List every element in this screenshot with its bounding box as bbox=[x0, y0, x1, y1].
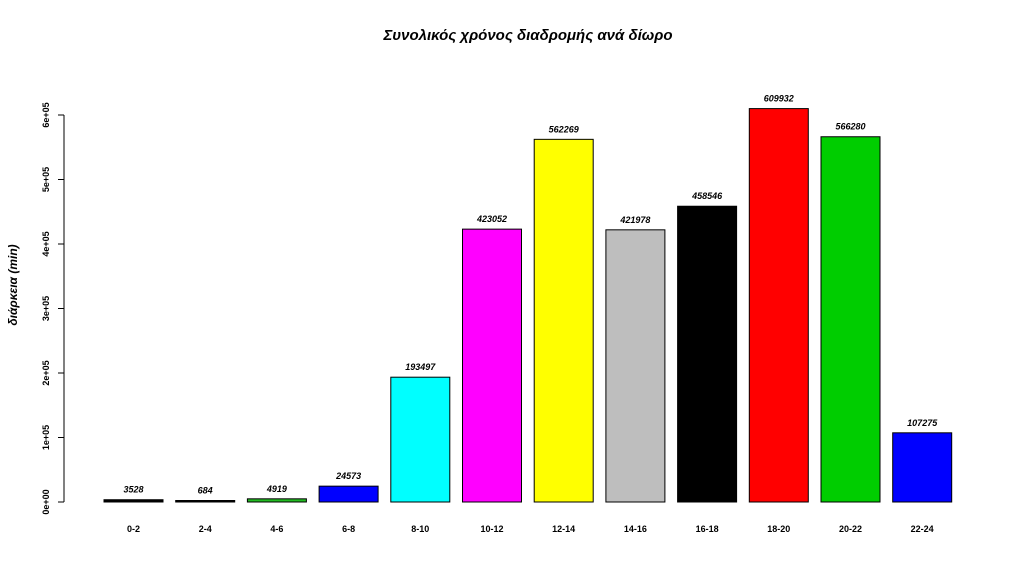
data-label: 562269 bbox=[549, 124, 579, 134]
bars-group bbox=[103, 108, 953, 503]
data-label: 3528 bbox=[123, 485, 143, 495]
y-tick-label: 2e+05 bbox=[41, 360, 51, 385]
bar-0-2 bbox=[103, 499, 164, 503]
bar-20-22 bbox=[820, 136, 881, 503]
y-tick-label: 4e+05 bbox=[41, 231, 51, 256]
bar-14-16 bbox=[605, 229, 666, 503]
bar-22-24 bbox=[892, 432, 953, 503]
x-tick-labels-group: 0-2 2-4 4-6 6-8 8-10 10-12 12-14 14-16 16-18 18-2… bbox=[127, 524, 934, 534]
data-label: 24573 bbox=[335, 471, 361, 481]
bar-4-6 bbox=[246, 498, 307, 503]
x-tick-label: 16-18 bbox=[696, 524, 719, 534]
data-label: 684 bbox=[198, 486, 213, 496]
y-tick-label: 6e+05 bbox=[41, 102, 51, 127]
bar-12-14 bbox=[533, 138, 594, 503]
bar-8-10 bbox=[390, 376, 451, 503]
data-label: 423052 bbox=[476, 214, 507, 224]
x-tick-label: 10-12 bbox=[480, 524, 503, 534]
x-tick-label: 6-8 bbox=[342, 524, 355, 534]
data-label: 566280 bbox=[835, 122, 865, 132]
x-tick-label: 8-10 bbox=[411, 524, 429, 534]
y-tick-label: 1e+05 bbox=[41, 425, 51, 450]
bar-18-20 bbox=[748, 108, 809, 503]
data-label: 107275 bbox=[907, 418, 938, 428]
data-label: 421978 bbox=[619, 215, 650, 225]
x-tick-label: 2-4 bbox=[199, 524, 212, 534]
y-axis-label: διάρκεια (min) bbox=[6, 244, 20, 325]
data-labels-group: 3528 684 4919 24573 193497 423052 562269 421978… bbox=[123, 94, 938, 496]
data-label: 609932 bbox=[764, 94, 794, 104]
x-tick-label: 4-6 bbox=[270, 524, 283, 534]
y-tick-label: 3e+05 bbox=[41, 296, 51, 321]
bar-6-8 bbox=[318, 485, 379, 503]
data-label: 458546 bbox=[691, 191, 723, 201]
x-tick-label: 18-20 bbox=[767, 524, 790, 534]
data-label: 4919 bbox=[266, 484, 287, 494]
y-tick-label: 5e+05 bbox=[41, 167, 51, 192]
data-label: 193497 bbox=[405, 362, 436, 372]
x-tick-label: 12-14 bbox=[552, 524, 575, 534]
x-tick-label: 22-24 bbox=[911, 524, 934, 534]
x-tick-label: 20-22 bbox=[839, 524, 862, 534]
y-tick-label: 0e+00 bbox=[41, 489, 51, 514]
x-tick-label: 0-2 bbox=[127, 524, 140, 534]
bar-2-4 bbox=[175, 500, 236, 503]
x-tick-label: 14-16 bbox=[624, 524, 647, 534]
bar-16-18 bbox=[677, 205, 738, 503]
y-axis: 0e+00 1e+05 2e+05 3e+05 4e+05 5e+05 6e+05 bbox=[41, 102, 65, 515]
bar-10-12 bbox=[462, 228, 522, 503]
chart-title: Συνολικός χρόνος διαδρομής ανά δίωρο bbox=[382, 27, 672, 44]
